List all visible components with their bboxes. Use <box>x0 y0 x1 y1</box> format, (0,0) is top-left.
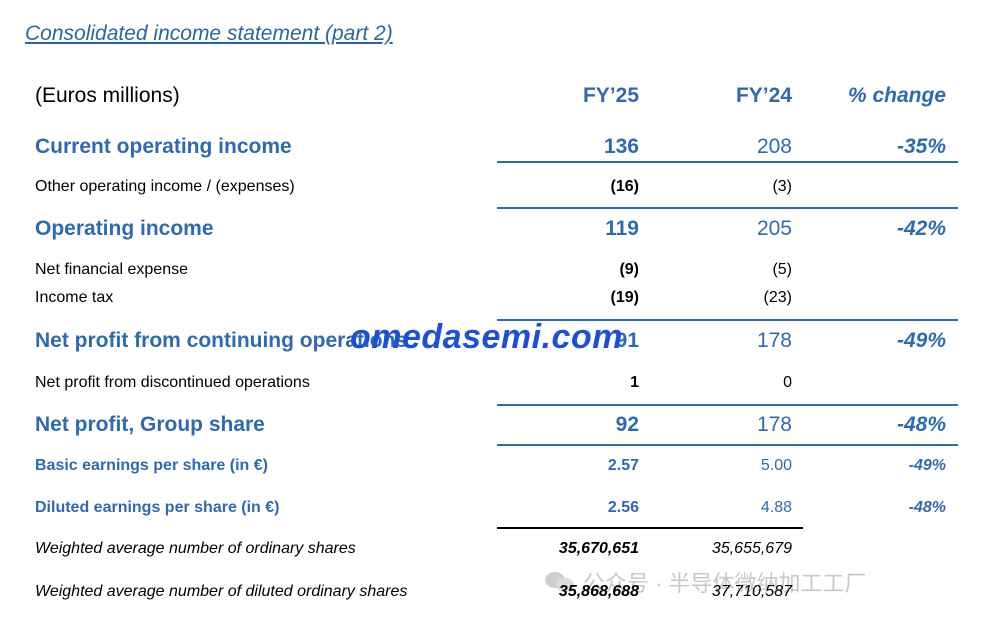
row-label-net-financial-expense: Net financial expense <box>35 261 188 278</box>
row-value-fy24: (3) <box>772 178 792 195</box>
row-value-change: -48% <box>908 499 946 516</box>
row-label-basic-eps: Basic earnings per share (in €) <box>35 457 268 474</box>
row-label-income-tax: Income tax <box>35 289 114 306</box>
row-label-weighted-avg-shares: Weighted average number of ordinary shar… <box>35 540 356 557</box>
row-value-fy25: 136 <box>603 135 639 158</box>
row-value-fy25: 2.57 <box>607 457 639 474</box>
row-value-fy24: 208 <box>756 135 792 158</box>
row-value-change: -42% <box>896 217 946 240</box>
row-divider <box>497 161 958 163</box>
wechat-caption: 公众号 · 半导体微纳加工工厂 <box>545 566 867 598</box>
column-header-fy25: FY’25 <box>582 84 639 107</box>
row-value-change: -48% <box>896 413 946 436</box>
row-label-diluted-eps: Diluted earnings per share (in €) <box>35 499 280 516</box>
row-label-weighted-avg-diluted-shares: Weighted average number of diluted ordin… <box>35 583 408 600</box>
row-label-net-profit-discontinued: Net profit from discontinued operations <box>35 374 310 391</box>
row-value-fy24: 35,655,679 <box>711 540 792 557</box>
row-value-fy25: 35,670,651 <box>558 540 639 557</box>
row-value-fy25: (19) <box>610 289 639 306</box>
row-value-fy25: 1 <box>630 374 639 391</box>
row-value-fy24: 4.88 <box>760 499 792 516</box>
row-value-change: -49% <box>908 457 946 474</box>
row-value-fy25: 2.56 <box>607 499 639 516</box>
row-label-current-operating-income: Current operating income <box>35 135 292 158</box>
row-divider <box>497 319 958 321</box>
row-label-operating-income: Operating income <box>35 217 214 240</box>
row-value-change: -49% <box>896 329 946 352</box>
row-value-fy24: 0 <box>783 374 792 391</box>
row-value-fy24: 205 <box>756 217 792 240</box>
row-value-fy24: 37,710,587 <box>711 583 792 600</box>
page-title[interactable]: Consolidated income statement (part 2) <box>25 22 393 45</box>
row-divider <box>497 207 958 209</box>
row-value-fy25: 119 <box>605 217 639 240</box>
row-value-fy25: 35,868,688 <box>558 583 639 600</box>
row-value-change: -35% <box>896 135 946 158</box>
row-value-fy25: (9) <box>619 261 639 278</box>
row-value-fy24: 178 <box>756 329 792 352</box>
row-divider <box>497 444 958 446</box>
unit-label: (Euros millions) <box>35 84 180 107</box>
row-value-fy24: (5) <box>772 261 792 278</box>
row-value-fy24: (23) <box>763 289 792 306</box>
row-divider <box>497 527 803 529</box>
column-header-fy24: FY’24 <box>735 84 792 107</box>
watermark-text: omedasemi.com <box>350 318 623 356</box>
row-label-net-profit-continuing: Net profit from continuing operations <box>35 329 408 352</box>
row-value-fy25: 91 <box>615 329 639 352</box>
row-value-fy24: 178 <box>756 413 792 436</box>
row-value-fy24: 5.00 <box>760 457 792 474</box>
column-header-change: % change <box>847 84 946 107</box>
row-value-fy25: (16) <box>610 178 639 195</box>
wechat-caption-text: 公众号 · 半导体微纳加工工厂 <box>583 571 867 596</box>
row-label-other-operating-income: Other operating income / (expenses) <box>35 178 295 195</box>
row-label-net-profit-group-share: Net profit, Group share <box>35 413 265 436</box>
wechat-icon <box>545 570 575 594</box>
row-divider <box>497 404 958 406</box>
row-value-fy25: 92 <box>615 413 639 436</box>
